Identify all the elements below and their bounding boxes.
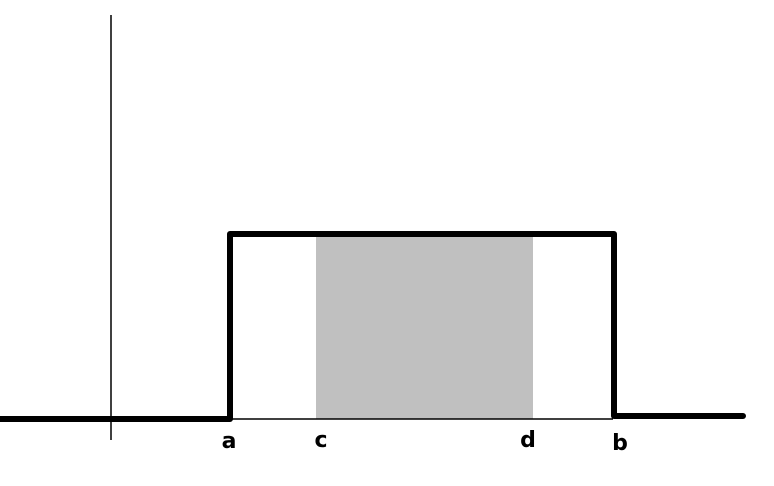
label-c: c: [314, 428, 327, 453]
label-b: b: [612, 431, 628, 456]
shaded-probability-region: [316, 232, 533, 419]
label-d: d: [520, 428, 536, 453]
density-function-line: [0, 231, 746, 422]
label-a: a: [222, 429, 237, 454]
